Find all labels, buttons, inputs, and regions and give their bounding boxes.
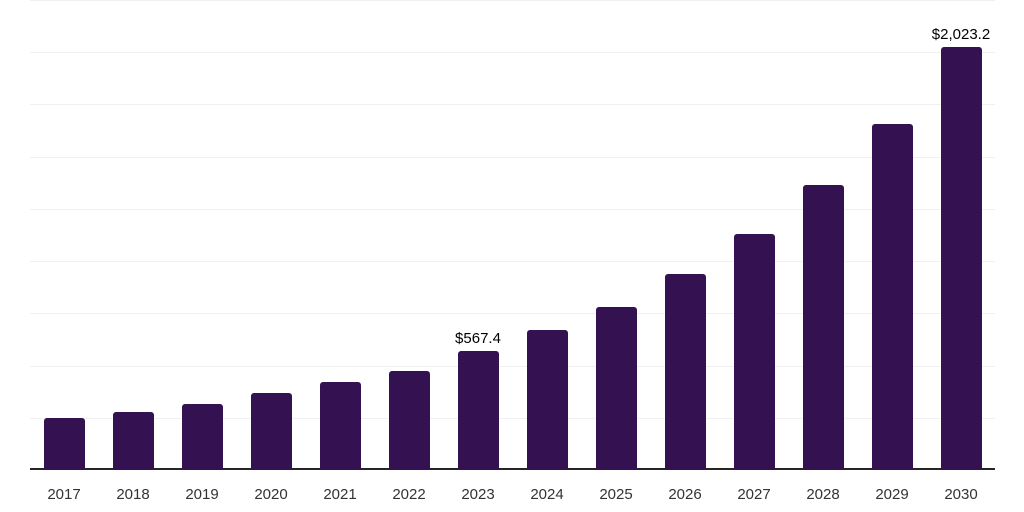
bar-2019 (181, 403, 223, 470)
x-tick-label-2030: 2030 (944, 486, 978, 503)
x-tick-label-2018: 2018 (116, 486, 150, 503)
x-tick-label-2023: 2023 (461, 486, 495, 503)
gridline (30, 52, 995, 53)
x-axis-line (30, 468, 995, 470)
bar-2025 (595, 307, 637, 470)
value-label-2023: $567.4 (455, 330, 501, 348)
bar-2018 (112, 411, 154, 470)
bar-2024 (526, 330, 568, 470)
x-tick-label-2017: 2017 (47, 486, 81, 503)
gridline (30, 261, 995, 262)
bar-2021 (319, 382, 361, 470)
bar-2026 (664, 274, 706, 470)
gridline (30, 209, 995, 210)
bar-2022 (388, 370, 430, 470)
gridline (30, 104, 995, 105)
bar-2027 (733, 234, 775, 470)
bar-2028 (802, 184, 844, 470)
bar-2020 (250, 393, 292, 470)
gridline (30, 157, 995, 158)
x-tick-label-2024: 2024 (530, 486, 564, 503)
gridline (30, 366, 995, 367)
bar-2023 (457, 351, 499, 470)
gridline (30, 418, 995, 419)
x-tick-label-2025: 2025 (599, 486, 633, 503)
x-tick-label-2028: 2028 (806, 486, 840, 503)
gridline (30, 313, 995, 314)
x-tick-label-2027: 2027 (737, 486, 771, 503)
gridline (30, 0, 995, 1)
bar-2029 (871, 123, 913, 470)
bar-2030 (940, 47, 982, 470)
x-tick-label-2021: 2021 (323, 486, 357, 503)
x-tick-label-2020: 2020 (254, 486, 288, 503)
x-tick-label-2022: 2022 (392, 486, 426, 503)
x-tick-label-2019: 2019 (185, 486, 219, 503)
x-tick-label-2029: 2029 (875, 486, 909, 503)
x-tick-label-2026: 2026 (668, 486, 702, 503)
value-label-2030: $2,023.2 (931, 26, 991, 44)
bar-2017 (43, 418, 85, 470)
